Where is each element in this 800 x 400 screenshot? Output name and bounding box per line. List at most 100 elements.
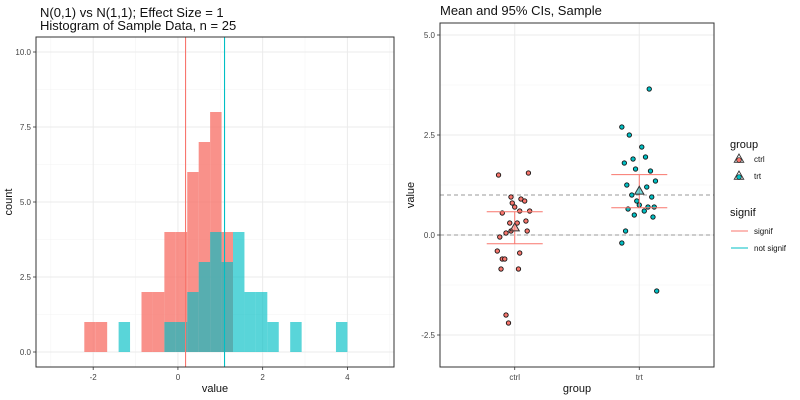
- right-x-axis-label: group: [563, 383, 591, 395]
- histogram-bar-trt: [187, 292, 199, 352]
- right-y-tick-label: 0.0: [424, 231, 436, 240]
- left-y-tick-label: 7.5: [20, 123, 32, 132]
- left-chart-title: N(0,1) vs N(1,1); Effect Size = 1: [40, 5, 224, 20]
- data-point-trt: [622, 228, 629, 234]
- histogram-bar-trt: [255, 292, 268, 352]
- data-point-ctrl: [525, 170, 532, 176]
- legend-point-trt: [736, 174, 742, 180]
- left-x-tick-label: 0: [176, 373, 181, 382]
- right-panel-border: [439, 22, 715, 368]
- legend-signif-items: signif not signif: [731, 227, 787, 253]
- histogram-bar-trt: [290, 322, 302, 352]
- data-point-trt: [642, 154, 649, 160]
- right-chart-title: Mean and 95% CIs, Sample: [440, 3, 602, 18]
- data-point-trt: [632, 166, 639, 172]
- data-point-ctrl: [517, 208, 523, 214]
- data-point-trt: [652, 178, 659, 184]
- data-point-trt: [647, 168, 654, 174]
- legend: group ctrl trt signif signif not signif: [730, 139, 787, 253]
- data-point-ctrl: [495, 172, 502, 178]
- data-point-ctrl: [498, 266, 504, 272]
- data-point-ctrl: [508, 194, 514, 200]
- data-point-trt: [644, 184, 650, 190]
- data-point-trt: [646, 86, 652, 92]
- histogram-bar-trt: [164, 322, 176, 352]
- left-chart: N(0,1) vs N(1,1); Effect Size = 1 Histog…: [3, 5, 395, 395]
- histogram-bar-trt: [198, 262, 211, 352]
- data-point-trt: [630, 156, 636, 162]
- data-point-ctrl: [512, 204, 518, 210]
- data-point-trt: [654, 288, 660, 294]
- data-point-ctrl: [522, 198, 528, 204]
- data-point-trt: [624, 182, 630, 188]
- left-x-axis-label: value: [202, 383, 228, 395]
- left-y-tick-label: 2.5: [20, 273, 32, 282]
- legend-label-signif: signif: [754, 227, 773, 236]
- mean-marker-trt: [633, 185, 645, 195]
- histogram-bar-ctrl: [164, 232, 176, 352]
- data-point-ctrl: [505, 320, 512, 326]
- data-point-trt: [650, 214, 656, 220]
- histogram-bar-trt: [267, 322, 279, 352]
- right-plot-area: ctrl trt -2.5 0.0 2.5 5.0: [421, 22, 715, 382]
- right-x-tick-label: trt: [636, 373, 644, 382]
- left-y-tick-label: 5.0: [20, 198, 32, 207]
- histogram-bar-ctrl: [175, 232, 188, 352]
- mean-marker-ctrl: [509, 221, 521, 232]
- histogram-bar-ctrl: [152, 292, 165, 352]
- data-point-trt: [631, 212, 637, 218]
- data-point-ctrl: [515, 266, 522, 272]
- data-point-trt: [645, 204, 651, 210]
- histogram-bar-ctrl: [95, 322, 108, 352]
- histogram-bar-trt: [233, 232, 245, 352]
- histogram-bar-trt: [175, 322, 188, 352]
- right-y-tick-label: -2.5: [421, 331, 435, 340]
- legend-signif-title: signif: [730, 207, 757, 219]
- histogram-bar-trt: [335, 322, 348, 352]
- legend-label-trt: trt: [754, 172, 762, 181]
- left-y-tick-label: 10.0: [15, 48, 31, 57]
- right-x-tick-label: ctrl: [509, 373, 520, 382]
- histogram-bar-trt: [118, 322, 131, 352]
- data-point-ctrl: [527, 208, 533, 214]
- data-point-ctrl: [523, 218, 529, 224]
- data-point-trt: [626, 132, 632, 138]
- left-y-axis-label: count: [3, 189, 15, 216]
- histogram-bar-trt: [244, 292, 256, 352]
- data-point-ctrl: [502, 256, 508, 262]
- legend-group-title: group: [730, 139, 758, 151]
- data-point-ctrl: [503, 230, 509, 236]
- left-x-tick-label: 2: [260, 373, 265, 382]
- data-point-trt: [621, 160, 627, 166]
- left-plot-area: -2 0 2 4 0.0 2.5 5.0 7.5 10.0: [15, 36, 395, 382]
- data-point-ctrl: [524, 228, 530, 234]
- legend-point-ctrl: [736, 157, 742, 163]
- legend-group-items: ctrl trt: [733, 153, 765, 181]
- data-point-ctrl: [494, 248, 500, 254]
- data-point-trt: [629, 192, 635, 198]
- data-point-trt: [639, 144, 645, 150]
- data-point-trt: [619, 124, 625, 130]
- left-x-tick-label: -2: [90, 373, 98, 382]
- histogram-bar-ctrl: [187, 172, 199, 352]
- left-x-tick-label: 4: [345, 373, 350, 382]
- right-chart: Mean and 95% CIs, Sample group value ctr…: [405, 3, 715, 395]
- data-point-ctrl: [507, 220, 513, 226]
- data-point-ctrl: [517, 250, 523, 256]
- histogram-bar-ctrl: [84, 322, 96, 352]
- data-point-trt: [641, 208, 647, 214]
- data-point-trt: [619, 240, 625, 246]
- histogram-bar-trt: [210, 232, 222, 352]
- data-point-trt: [649, 194, 655, 200]
- data-point-ctrl: [509, 200, 515, 206]
- data-point-ctrl: [497, 234, 503, 240]
- left-y-tick-label: 0.0: [20, 348, 32, 357]
- right-y-tick-label: 5.0: [424, 31, 436, 40]
- data-point-trt: [651, 204, 657, 210]
- left-chart-subtitle: Histogram of Sample Data, n = 25: [40, 18, 236, 33]
- right-y-tick-label: 2.5: [424, 131, 436, 140]
- right-y-axis-label: value: [405, 182, 417, 208]
- histogram-bar-ctrl: [198, 142, 211, 352]
- legend-label-not_signif: not signif: [754, 244, 787, 253]
